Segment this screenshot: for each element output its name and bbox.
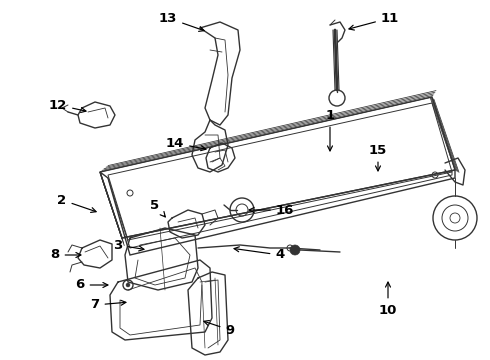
Text: 14: 14: [166, 136, 206, 151]
Text: 12: 12: [49, 99, 86, 112]
Text: 5: 5: [150, 198, 165, 217]
Text: 1: 1: [325, 108, 335, 151]
Text: 10: 10: [379, 282, 397, 316]
Text: 13: 13: [159, 12, 204, 31]
Circle shape: [290, 245, 300, 255]
Text: 15: 15: [369, 144, 387, 171]
Text: 8: 8: [50, 248, 81, 261]
Text: 6: 6: [75, 279, 108, 292]
Text: 11: 11: [349, 12, 399, 30]
Text: 4: 4: [234, 247, 285, 261]
Text: 16: 16: [249, 203, 294, 216]
Circle shape: [126, 283, 130, 287]
Text: 3: 3: [113, 239, 144, 252]
Text: 9: 9: [204, 320, 235, 337]
Text: 7: 7: [91, 298, 126, 311]
Text: 2: 2: [57, 194, 96, 212]
